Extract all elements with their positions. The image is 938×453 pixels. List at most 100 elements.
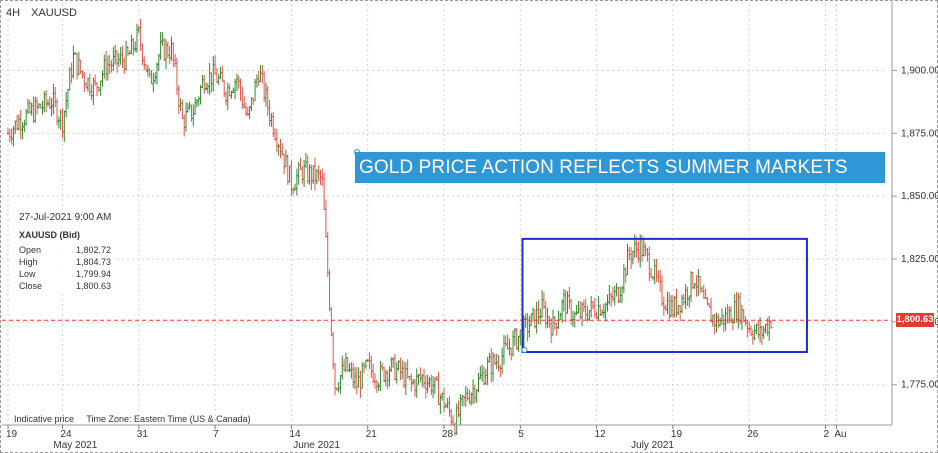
candle	[544, 300, 548, 329]
candle	[259, 65, 263, 83]
candle	[631, 250, 635, 265]
candle	[727, 306, 731, 324]
candle	[51, 84, 55, 115]
info-symbol: XAUUSD (Bid)	[19, 230, 80, 240]
candle	[413, 378, 417, 397]
candle	[199, 85, 203, 105]
candle	[137, 25, 141, 34]
candle	[516, 335, 520, 352]
candle	[46, 99, 50, 107]
candle	[362, 362, 366, 374]
candle	[371, 363, 375, 383]
ohlc-info-box: 27-Jul-2021 9:00 AM XAUUSD (Bid) Open 1,…	[12, 209, 116, 295]
candle	[217, 73, 221, 86]
candle	[540, 290, 544, 318]
candle	[655, 259, 659, 282]
candle	[10, 128, 14, 145]
box-anchor-dot	[521, 347, 528, 354]
candle	[353, 366, 357, 390]
candle	[91, 77, 95, 106]
x-tick-label: 5	[518, 429, 524, 440]
candle	[264, 82, 268, 107]
candle	[206, 83, 210, 94]
candle	[431, 375, 435, 399]
candle	[22, 119, 26, 133]
symbol-label[interactable]: XAUUSD	[31, 7, 77, 19]
candle	[478, 366, 482, 380]
candle	[584, 298, 588, 320]
headline-banner: GOLD PRICE ACTION REFLECTS SUMMER MARKET…	[355, 152, 885, 183]
candle	[435, 376, 439, 382]
candle	[280, 143, 284, 156]
candle	[133, 41, 137, 53]
candle	[177, 85, 181, 115]
candle	[591, 301, 595, 310]
candle	[131, 38, 135, 56]
candle	[486, 356, 490, 386]
candle	[391, 357, 395, 368]
candle	[473, 384, 477, 404]
candle	[300, 166, 304, 185]
chart-footer: Indicative price Time Zone: Eastern Time…	[14, 414, 261, 424]
candle	[30, 102, 34, 116]
candle	[497, 354, 500, 372]
candle	[369, 355, 373, 378]
candle	[64, 91, 68, 118]
candle	[97, 86, 101, 92]
candle	[184, 102, 188, 132]
candle	[518, 329, 522, 346]
candle	[678, 305, 682, 322]
info-datetime: 27-Jul-2021 9:00 AM	[19, 212, 112, 223]
candle	[173, 53, 177, 67]
info-label: Open	[19, 245, 42, 255]
candle	[26, 98, 30, 115]
x-tick-label: 19	[671, 429, 683, 440]
candle	[322, 172, 326, 211]
candle	[17, 114, 21, 131]
candle	[393, 353, 397, 381]
candle	[82, 71, 86, 93]
timezone-note: Time Zone: Eastern Time (US & Canada)	[86, 414, 251, 424]
candle	[422, 368, 426, 389]
candle	[318, 170, 322, 185]
candle	[551, 309, 555, 336]
candle	[718, 317, 722, 327]
candle	[211, 56, 215, 92]
candle	[731, 317, 735, 331]
candle	[685, 286, 689, 306]
candle	[498, 365, 502, 378]
y-tick-label: 1,775.00	[901, 380, 938, 391]
candle	[193, 97, 197, 115]
candle	[569, 298, 573, 326]
candle	[682, 294, 686, 306]
candle	[691, 272, 695, 290]
candle	[168, 46, 172, 65]
candle	[19, 109, 23, 140]
candle	[373, 373, 377, 389]
candle	[239, 78, 243, 101]
candle	[555, 322, 559, 336]
candle	[667, 292, 671, 319]
candle	[424, 375, 428, 399]
candle	[208, 63, 212, 96]
candle	[122, 57, 126, 74]
candle	[716, 313, 720, 329]
candle	[380, 362, 384, 371]
candle	[291, 187, 295, 195]
candle	[400, 360, 404, 379]
candle	[340, 355, 344, 380]
candle	[767, 316, 771, 341]
timeframe-label[interactable]: 4H	[6, 7, 21, 19]
candle	[249, 97, 253, 112]
candle	[166, 41, 170, 59]
candle	[151, 73, 155, 93]
candle	[449, 408, 453, 426]
candle	[507, 338, 511, 356]
candle	[609, 292, 613, 307]
candle	[442, 387, 446, 413]
candle	[687, 295, 691, 308]
candle	[333, 363, 337, 396]
y-tick-label: 1,825.00	[901, 254, 938, 265]
candle	[713, 313, 717, 335]
